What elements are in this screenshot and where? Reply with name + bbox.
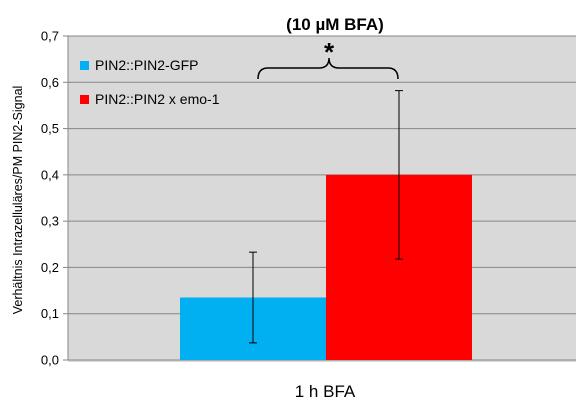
- legend: PIN2::PIN2-GFP PIN2::PIN2 x emo-1: [80, 57, 220, 107]
- legend-swatch-gfp: [80, 61, 89, 70]
- gridlines: [68, 35, 576, 315]
- error-bars: [249, 90, 403, 344]
- y-tick-label: 0,2: [41, 260, 59, 275]
- y-tick-label: 0,0: [41, 353, 59, 368]
- y-tick-label: 0,7: [41, 29, 59, 44]
- y-tick-label: 0,5: [41, 121, 59, 136]
- significance-marker: *: [324, 37, 335, 67]
- legend-label-gfp: PIN2::PIN2-GFP: [95, 57, 198, 73]
- chart-title: (10 µM BFA): [286, 15, 384, 34]
- y-axis-ticks: 0,0 0,1 0,2 0,3 0,4 0,5 0,6 0,7: [41, 29, 68, 368]
- x-category-label: 1 h BFA: [295, 382, 356, 401]
- legend-label-emo: PIN2::PIN2 x emo-1: [95, 91, 220, 107]
- y-axis-title: Verhältnis Intrazelluläres/PM PIN2-Signa…: [11, 86, 25, 315]
- y-tick-label: 0,1: [41, 306, 59, 321]
- significance-bracket: [257, 57, 399, 80]
- y-tick-label: 0,3: [41, 214, 59, 229]
- y-tick-label: 0,4: [41, 167, 59, 182]
- y-tick-label: 0,6: [41, 75, 59, 90]
- legend-swatch-emo: [80, 95, 89, 104]
